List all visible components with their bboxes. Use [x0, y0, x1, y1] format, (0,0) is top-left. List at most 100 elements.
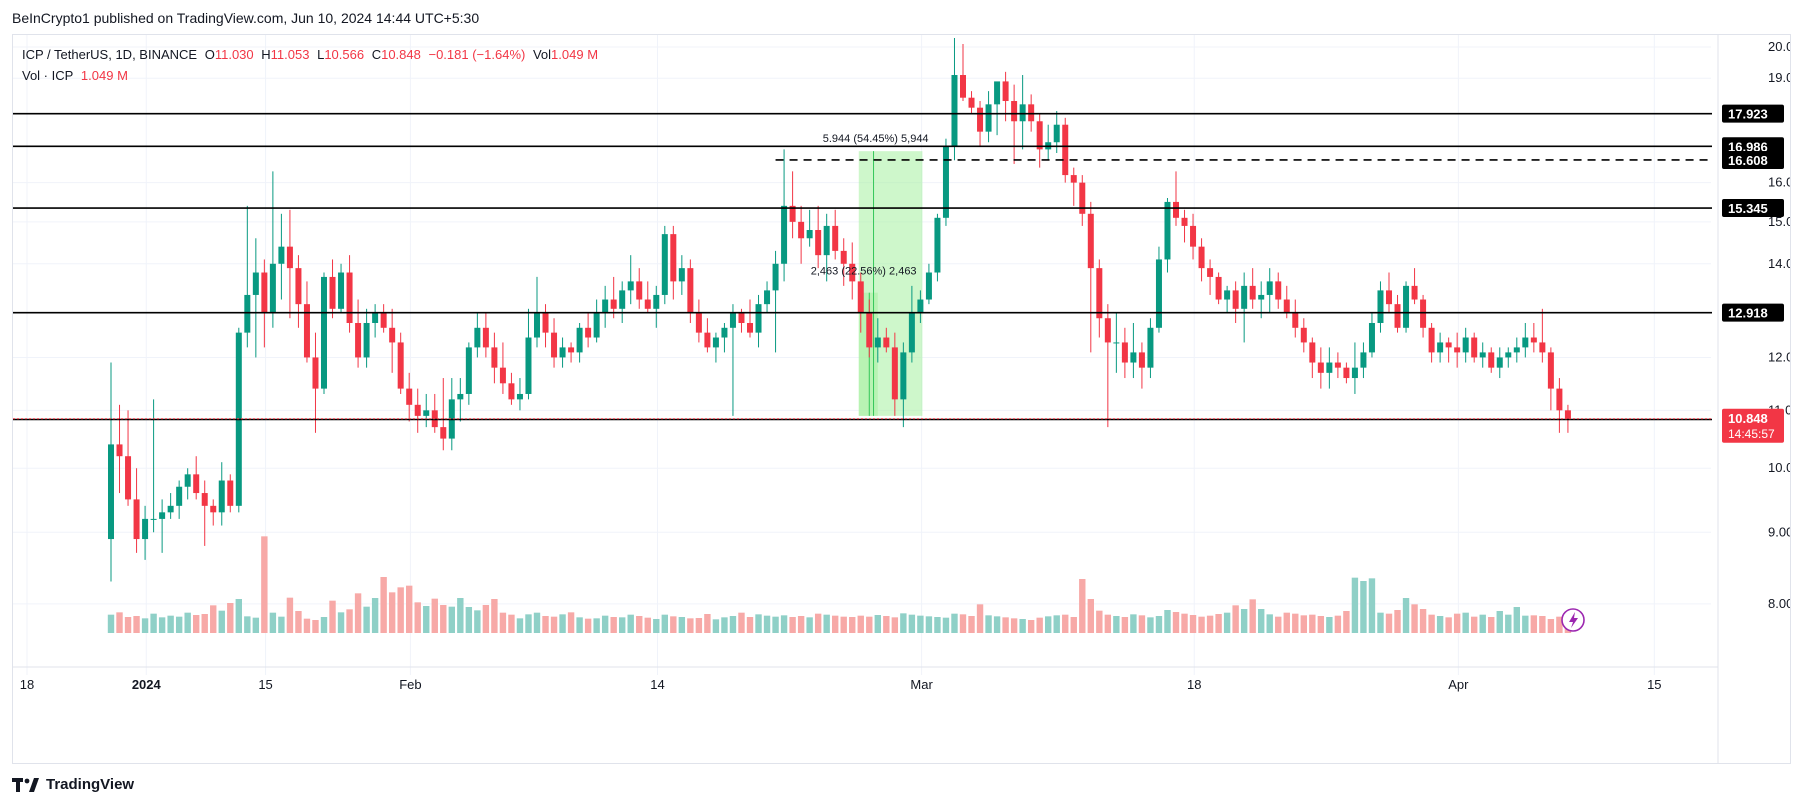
candle-body [1258, 294, 1265, 300]
volume-bar [1496, 611, 1503, 633]
volume-bar [1019, 619, 1026, 633]
y-tick-label: 16.000 [1768, 175, 1790, 190]
candle-body [1028, 104, 1035, 122]
candle-body [1190, 225, 1197, 247]
legend-ohlc-row: ICP / TetherUS, 1D, BINANCE O11.030 H11.… [22, 44, 602, 65]
volume-bar [755, 614, 762, 633]
candle-body [1411, 285, 1418, 300]
candle-body [1079, 182, 1086, 214]
volume-bar [1334, 615, 1342, 633]
candle-body [1428, 327, 1435, 353]
volume-bar [440, 605, 447, 633]
volume-bar [738, 612, 745, 633]
candle-body [1207, 268, 1214, 277]
volume-bar [1283, 612, 1290, 633]
volume-bar [951, 613, 958, 633]
volume-bar [1488, 617, 1495, 633]
candle-body [1002, 81, 1009, 102]
candle-body [1522, 337, 1529, 348]
candle-body [1113, 342, 1120, 344]
x-tick-label: Apr [1448, 677, 1469, 692]
x-tick-label: 2024 [132, 677, 162, 692]
price-chart[interactable]: 5.944 (54.45%) 5,944 2,463 (22.56%) 2,463… [13, 35, 1790, 763]
x-tick-label: 15 [1647, 677, 1661, 692]
volume-bar [1471, 616, 1478, 633]
legend-close-value: 10.848 [381, 47, 421, 62]
candle-body [133, 499, 140, 540]
candle-body [1181, 217, 1188, 226]
volume-bar [968, 616, 975, 633]
candle-body [644, 299, 651, 309]
volume-bar [576, 617, 583, 633]
candle-body [465, 347, 472, 394]
candle-body [559, 347, 566, 358]
candle-body [355, 322, 362, 358]
volume-bar [1113, 616, 1120, 633]
volume-bar [1300, 615, 1307, 633]
volume-bar [516, 618, 524, 633]
volume-bar [1189, 615, 1197, 633]
volume-bar [303, 618, 311, 633]
published-caption: BeInCrypto1 published on TradingView.com… [12, 10, 480, 26]
chart-frame[interactable]: 5.944 (54.45%) 5,944 2,463 (22.56%) 2,463… [12, 34, 1791, 764]
y-tick-label: 10.000 [1768, 460, 1790, 475]
volume-bar [1402, 598, 1410, 633]
volume-bar [158, 617, 166, 633]
volume-bar [1079, 579, 1086, 633]
volume-bar [559, 614, 566, 633]
volume-bar [329, 600, 336, 633]
candle-body [1232, 290, 1239, 309]
candle-body [321, 276, 327, 389]
legend-volume-row: Vol · ICP 1.049 M [22, 65, 602, 86]
volume-bar [150, 613, 157, 633]
candle-body [491, 347, 498, 368]
volume-bar [1027, 620, 1035, 633]
volume-bar [201, 614, 208, 633]
last-price-box [1722, 408, 1784, 443]
volume-bar [1266, 614, 1273, 633]
candle-body [346, 272, 353, 323]
footer-brand[interactable]: TradingView [12, 776, 134, 793]
volume-bar [763, 615, 771, 633]
volume-bar [593, 618, 600, 633]
volume-bar [388, 592, 396, 633]
volume-bar [942, 617, 950, 633]
volume-bar [542, 616, 549, 633]
volume-bar [900, 613, 907, 633]
candle-body [1011, 101, 1018, 122]
countdown-label: 14:45:57 [1728, 427, 1775, 441]
candle-body [116, 444, 123, 457]
volume-bar [1436, 616, 1444, 633]
level-price-box [1722, 150, 1784, 169]
volume-bar [653, 619, 660, 633]
volume-bar [252, 617, 260, 633]
volume-bar [1240, 609, 1248, 633]
candle-body [542, 313, 549, 333]
y-tick-label: 12.000 [1768, 349, 1790, 364]
candle-body [1215, 276, 1222, 300]
volume-bar [1445, 617, 1452, 633]
candle-body [1394, 304, 1401, 328]
volume-bar [406, 585, 413, 633]
legend-low-value: 10.566 [324, 47, 365, 62]
volume-bar [286, 597, 294, 633]
candle-body [1224, 290, 1231, 300]
candle-body [269, 263, 276, 314]
volume-bar [371, 598, 379, 633]
candle-body [602, 299, 609, 314]
volume-bar [934, 617, 941, 633]
legend-symbol: ICP / TetherUS, 1D, BINANCE [22, 47, 198, 62]
legend-high-label: H [261, 47, 271, 62]
candle-body [755, 304, 762, 333]
candle-body [338, 272, 345, 309]
candle-body [1326, 362, 1333, 373]
x-tick-label: Feb [399, 677, 421, 692]
volume-bar [278, 616, 285, 633]
candle-body [1368, 322, 1375, 353]
volume-bar [1138, 615, 1146, 633]
volume-bar [891, 617, 899, 633]
volume-bar [857, 615, 864, 633]
volume-bar [124, 617, 132, 633]
candle-body [1292, 313, 1299, 328]
candle-body [1096, 268, 1103, 319]
